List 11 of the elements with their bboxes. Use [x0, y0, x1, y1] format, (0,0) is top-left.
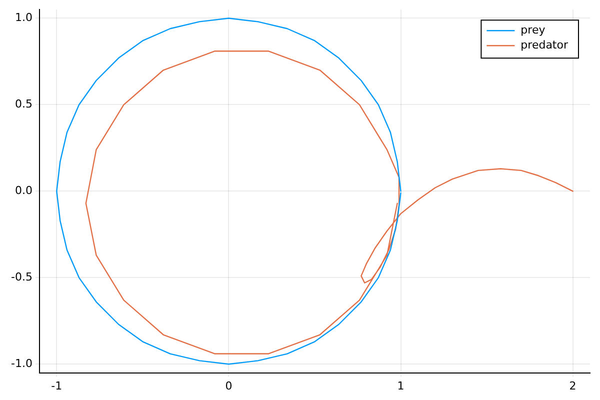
y-tick-label: -1.0: [10, 357, 32, 370]
x-tick-label: 0: [225, 379, 232, 392]
x-tick-label: -1: [51, 379, 62, 392]
y-tick-label: 0.5: [14, 98, 32, 111]
legend-label: prey: [520, 23, 546, 36]
y-tick-label: -0.5: [10, 270, 32, 284]
legend-label: predator: [520, 38, 568, 52]
x-tick-label: 2: [569, 379, 576, 392]
y-tick-label: 0.0: [14, 184, 32, 198]
x-tick-label: 1: [397, 379, 404, 392]
y-tick-label: 1.0: [14, 11, 32, 24]
